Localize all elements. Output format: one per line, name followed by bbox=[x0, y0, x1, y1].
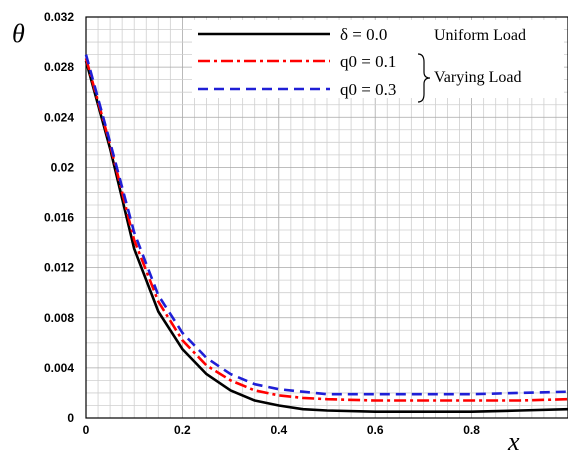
series-line-2 bbox=[84, 54, 568, 396]
legend-group-uniform: Uniform Load bbox=[434, 27, 526, 44]
y-axis-label: θ bbox=[12, 19, 25, 48]
series-line-0 bbox=[84, 60, 568, 413]
y-tick-label: 0.028 bbox=[44, 60, 74, 74]
y-tick-label: 0.024 bbox=[44, 110, 74, 124]
x-tick-label: 0.4 bbox=[270, 423, 287, 437]
series-line-1 bbox=[84, 58, 568, 402]
legend-brace bbox=[417, 53, 431, 103]
plot-frame bbox=[85, 16, 568, 419]
x-tick-labels: 0 0.2 0.4 0.6 0.8 bbox=[83, 423, 481, 437]
y-tick-label: 0.02 bbox=[51, 160, 75, 174]
x-tick-label: 0.8 bbox=[463, 423, 480, 437]
x-tick-label: 0 bbox=[83, 423, 90, 437]
legend-label-q0-0.3: q0 = 0.3 bbox=[340, 80, 396, 99]
x-axis-label: x bbox=[507, 427, 520, 454]
x-tick-label: 0.2 bbox=[174, 423, 191, 437]
y-tick-label: 0.016 bbox=[44, 211, 74, 225]
legend-group-varying: Varying Load bbox=[434, 69, 522, 86]
y-tick-label: 0.008 bbox=[44, 311, 74, 325]
legend-label-q0-0.1: q0 = 0.1 bbox=[340, 52, 396, 71]
legend: δ = 0.0 q0 = 0.1 q0 = 0.3 Uniform Load V… bbox=[192, 20, 564, 103]
series-layer bbox=[84, 54, 568, 413]
y-tick-label: 0 bbox=[67, 411, 74, 425]
y-tick-label: 0.004 bbox=[44, 361, 74, 375]
y-tick-labels: 0 0.004 0.008 0.012 0.016 0.02 0.024 0.028 0.032 bbox=[44, 10, 74, 425]
y-tick-label: 0.032 bbox=[44, 10, 74, 24]
x-tick-label: 0.6 bbox=[367, 423, 384, 437]
y-tick-label: 0.012 bbox=[44, 261, 74, 275]
legend-label-delta-0: δ = 0.0 bbox=[340, 25, 387, 44]
